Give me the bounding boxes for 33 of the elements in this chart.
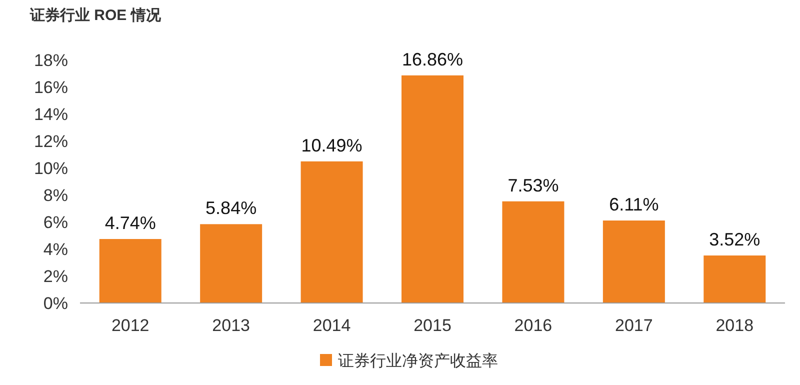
data-label: 7.53% <box>508 175 559 196</box>
chart-title: 证券行业 ROE 情况 <box>29 7 162 24</box>
y-tick-label: 12% <box>34 132 68 151</box>
data-label: 10.49% <box>301 135 362 156</box>
x-tick-label: 2013 <box>212 316 250 335</box>
bar <box>300 161 363 303</box>
bar <box>602 220 665 303</box>
data-label: 6.11% <box>609 194 659 215</box>
bar <box>402 75 464 303</box>
y-tick-label: 4% <box>43 240 68 259</box>
x-tick-label: 2015 <box>414 316 452 335</box>
x-tick-label: 2018 <box>716 316 754 335</box>
data-label: 3.52% <box>709 229 760 250</box>
bar <box>502 201 564 303</box>
legend-label: 证券行业净资产收益率 <box>338 352 498 370</box>
data-label: 16.86% <box>402 49 464 70</box>
x-tick-label: 2016 <box>514 316 552 335</box>
y-tick-label: 14% <box>34 105 68 124</box>
x-tick-label: 2012 <box>111 316 150 335</box>
data-label: 4.74% <box>104 213 156 234</box>
bar <box>99 239 162 303</box>
bar <box>200 224 262 303</box>
y-tick-label: 10% <box>34 159 68 178</box>
y-tick-label: 16% <box>34 78 68 97</box>
y-tick-label: 18% <box>34 51 68 70</box>
x-tick-label: 2017 <box>615 316 653 335</box>
y-tick-label: 6% <box>43 213 68 232</box>
y-tick-label: 0% <box>43 294 68 313</box>
x-tick-label: 2014 <box>312 316 351 335</box>
bar <box>704 255 766 303</box>
data-label: 5.84% <box>206 198 257 218</box>
y-tick-label: 8% <box>43 186 68 205</box>
y-tick-label: 2% <box>43 267 68 286</box>
